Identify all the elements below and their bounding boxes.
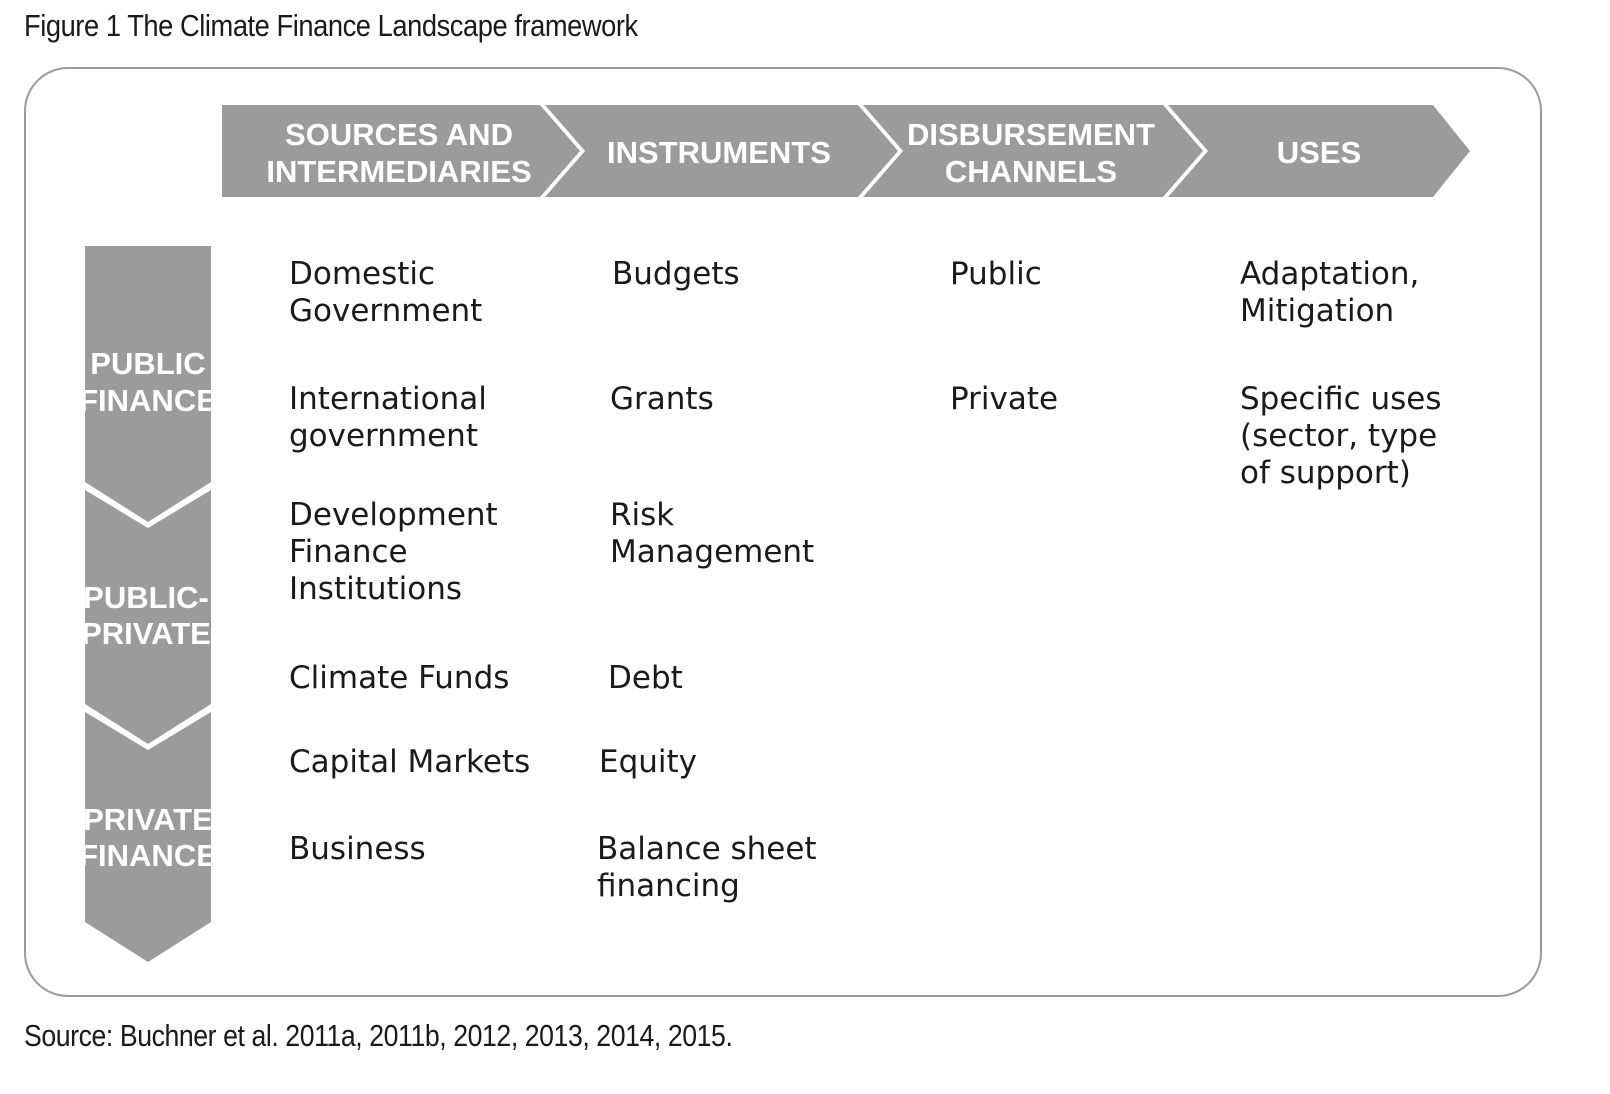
- source-item: International government: [289, 381, 487, 454]
- instrument-item: Debt: [608, 660, 683, 696]
- source-note: Source: Buchner et al. 2011a, 2011b, 201…: [24, 1018, 733, 1053]
- source-item: Climate Funds: [289, 660, 510, 696]
- header-chevrons: SOURCES AND INTERMEDIARIES INSTRUMENTS D…: [222, 105, 1470, 197]
- side-private-line1: PRIVATE: [83, 802, 213, 837]
- instrument-item: Balance sheet financing: [597, 831, 817, 904]
- side-private-line2: FINANCE: [79, 838, 217, 873]
- source-item: Capital Markets: [289, 744, 531, 780]
- header-chevron-uses: [1168, 105, 1470, 197]
- figure-title: Figure 1 The Climate Finance Landscape f…: [24, 8, 638, 43]
- side-chevron-public-finance: [85, 246, 211, 522]
- header-instruments: INSTRUMENTS: [607, 135, 831, 170]
- disbursement-item: Private: [950, 381, 1059, 417]
- source-item: Domestic Government: [289, 256, 483, 329]
- source-item: Business: [289, 831, 426, 867]
- use-item: Adaptation, Mitigation: [1240, 256, 1420, 329]
- header-chevron-instruments: [545, 105, 898, 197]
- side-public-private-line2: PRIVATE: [81, 616, 211, 651]
- instrument-item: Grants: [610, 381, 714, 417]
- side-chevron-public-private: [85, 490, 211, 744]
- header-chevron-sources: [222, 105, 580, 197]
- header-disbursement-line2: CHANNELS: [945, 154, 1117, 189]
- source-item: Development Finance Institutions: [289, 497, 498, 607]
- header-sources-line2: INTERMEDIARIES: [266, 154, 531, 189]
- use-item: Specific uses (sector, type of support): [1240, 381, 1442, 491]
- diagram-frame: [24, 67, 1542, 997]
- disbursement-item: Public: [950, 256, 1042, 292]
- header-disbursement-line1: DISBURSEMENT: [907, 117, 1155, 152]
- side-public-line1: PUBLIC: [90, 346, 205, 381]
- side-chevrons: PUBLIC FINANCE PUBLIC- PRIVATE PRIVATE F…: [79, 246, 217, 962]
- header-sources-line1: SOURCES AND: [285, 117, 513, 152]
- header-uses: USES: [1277, 135, 1361, 170]
- side-public-private-line1: PUBLIC-: [83, 580, 209, 615]
- instrument-item: Budgets: [612, 256, 740, 292]
- side-chevron-private-finance: [85, 712, 211, 962]
- instrument-item: Equity: [599, 744, 698, 780]
- side-public-line2: FINANCE: [79, 383, 217, 418]
- instrument-item: Risk Management: [610, 497, 815, 570]
- header-chevron-disbursement: [863, 105, 1203, 197]
